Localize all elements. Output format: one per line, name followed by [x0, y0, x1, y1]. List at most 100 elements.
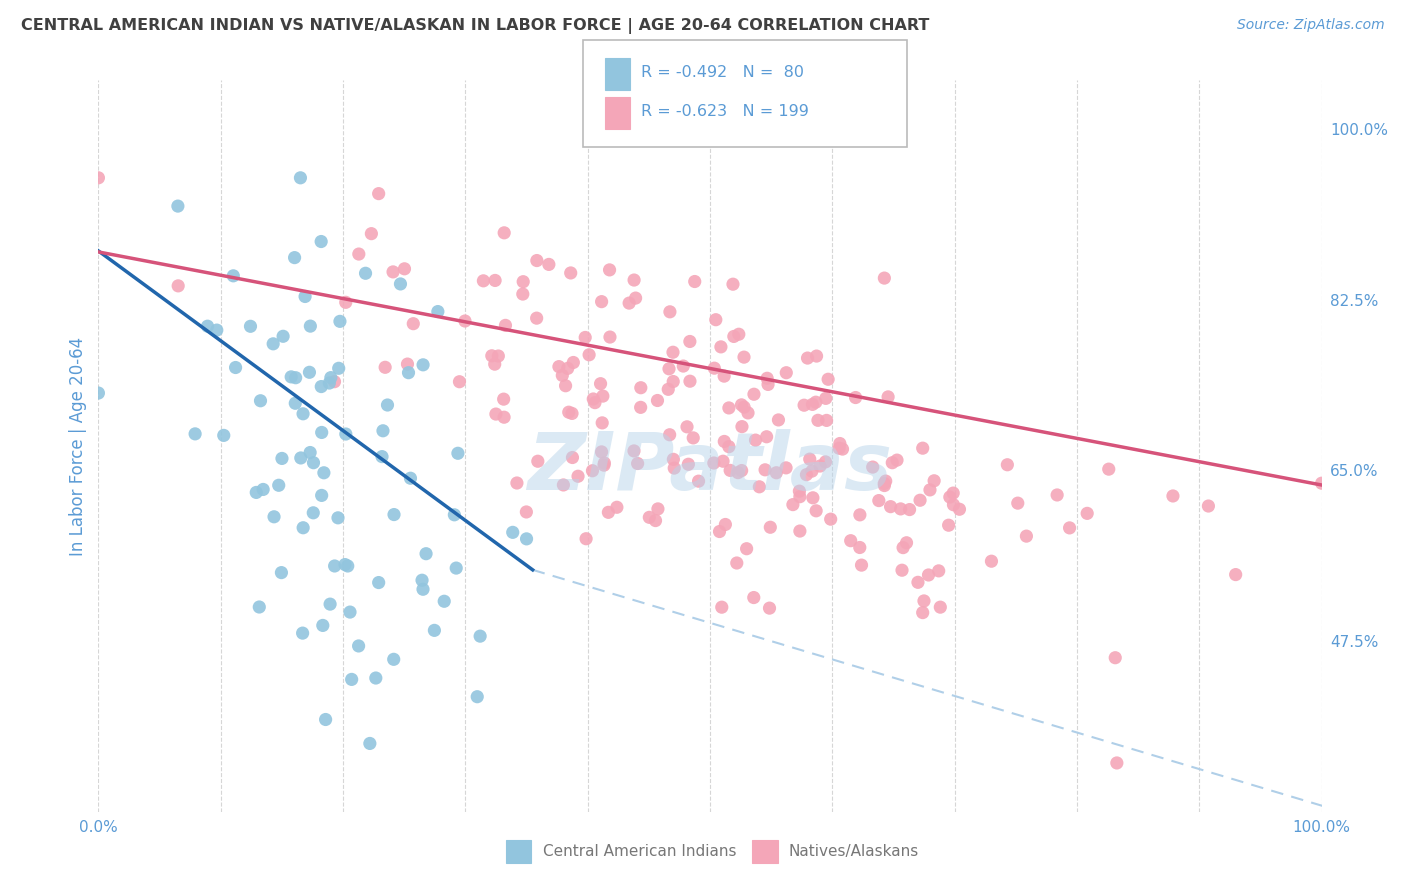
Point [717, 401, 740, 415]
Point [252, 483, 274, 497]
Point [551, 368, 574, 383]
Point [412, 358, 434, 372]
Point [309, 235, 332, 249]
Point [311, 488, 333, 502]
Y-axis label: In Labor Force | Age 20-64: In Labor Force | Age 20-64 [69, 336, 87, 556]
Point [754, 463, 776, 477]
Point [627, 457, 650, 471]
Point [557, 361, 579, 376]
Point [560, 266, 582, 280]
Point [804, 504, 827, 518]
Point [292, 521, 315, 535]
Point [359, 736, 381, 750]
Point [562, 355, 585, 369]
Point [1007, 496, 1029, 510]
Point [484, 273, 506, 287]
Point [298, 365, 321, 379]
Point [309, 379, 332, 393]
Point [263, 509, 285, 524]
Point [775, 461, 797, 475]
Point [591, 294, 613, 309]
Point [793, 398, 815, 412]
Point [561, 406, 583, 420]
Point [672, 359, 695, 373]
Point [339, 605, 361, 619]
Point [167, 199, 190, 213]
Point [197, 319, 219, 334]
Point [87, 170, 110, 185]
Point [1098, 462, 1121, 476]
Point [710, 600, 733, 615]
Point [589, 376, 612, 391]
Point [292, 407, 315, 421]
Point [599, 263, 621, 277]
Point [775, 366, 797, 380]
Point [875, 474, 897, 488]
Point [481, 349, 503, 363]
Point [845, 391, 868, 405]
Point [319, 597, 342, 611]
Point [290, 450, 312, 465]
Point [873, 476, 896, 491]
Point [828, 436, 851, 450]
Point [789, 490, 811, 504]
Point [526, 253, 548, 268]
Point [891, 541, 914, 555]
Point [638, 510, 661, 524]
Point [839, 533, 862, 548]
Point [617, 296, 640, 310]
Point [658, 305, 681, 319]
Point [682, 431, 704, 445]
Point [340, 673, 363, 687]
Point [828, 441, 851, 455]
Point [245, 485, 267, 500]
Point [742, 591, 765, 605]
Point [371, 450, 394, 464]
Point [782, 498, 804, 512]
Point [868, 493, 890, 508]
Point [239, 319, 262, 334]
Point [515, 532, 537, 546]
Point [299, 319, 322, 334]
Point [742, 387, 765, 401]
Point [730, 464, 752, 478]
Point [548, 359, 571, 374]
Point [644, 514, 666, 528]
Point [1310, 476, 1333, 491]
Point [831, 442, 853, 456]
Point [335, 427, 357, 442]
Point [714, 517, 737, 532]
Point [808, 458, 831, 473]
Point [735, 541, 758, 556]
Point [799, 452, 821, 467]
Point [862, 460, 884, 475]
Point [374, 360, 396, 375]
Point [755, 430, 778, 444]
Point [928, 564, 950, 578]
Point [1104, 650, 1126, 665]
Point [938, 518, 960, 533]
Point [371, 424, 394, 438]
Point [713, 369, 735, 384]
Point [657, 382, 679, 396]
Point [664, 461, 686, 475]
Point [796, 467, 818, 482]
Point [599, 330, 621, 344]
Point [284, 251, 307, 265]
Point [662, 345, 685, 359]
Point [711, 454, 734, 468]
Point [328, 361, 350, 376]
Point [302, 506, 325, 520]
Point [721, 277, 744, 292]
Point [382, 652, 405, 666]
Point [744, 433, 766, 447]
Point [730, 398, 752, 412]
Point [382, 508, 405, 522]
Point [890, 502, 912, 516]
Point [756, 371, 779, 385]
Point [553, 478, 575, 492]
Point [800, 464, 823, 478]
Point [280, 370, 302, 384]
Point [486, 349, 509, 363]
Point [319, 370, 342, 384]
